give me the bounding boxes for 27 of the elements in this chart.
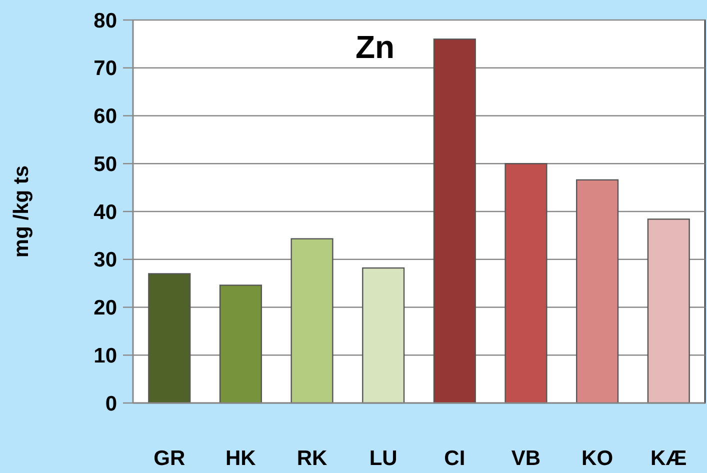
- y-tick-label: 0: [105, 392, 117, 416]
- y-tick-label: 30: [94, 248, 117, 272]
- bar: [362, 267, 405, 404]
- x-tick-label: LU: [369, 447, 398, 470]
- bar: [219, 284, 262, 404]
- x-tick-label: GR: [154, 447, 186, 470]
- y-tick-label: 70: [94, 57, 117, 80]
- bar: [290, 238, 334, 404]
- x-tick-label: VB: [511, 447, 541, 470]
- x-tick-label: RK: [296, 447, 328, 470]
- bar: [576, 179, 619, 404]
- y-tick-label: 40: [94, 200, 117, 224]
- bar: [148, 273, 191, 404]
- x-tick-label: KÆ: [650, 447, 687, 470]
- bar: [647, 218, 690, 404]
- y-tick-label: 20: [94, 296, 117, 320]
- y-tick-label: 80: [94, 9, 117, 32]
- x-tick-label: KO: [582, 447, 614, 470]
- chart-title: Zn: [355, 29, 395, 65]
- bar: [433, 38, 476, 404]
- x-tick-label: CI: [444, 447, 466, 470]
- y-axis-title: mg /kg ts: [10, 165, 33, 258]
- bar: [504, 163, 548, 404]
- y-tick-label: 60: [94, 105, 117, 128]
- y-tick-label: 50: [94, 152, 117, 176]
- y-tick-label: 10: [94, 344, 117, 368]
- x-tick-label: HK: [226, 447, 256, 470]
